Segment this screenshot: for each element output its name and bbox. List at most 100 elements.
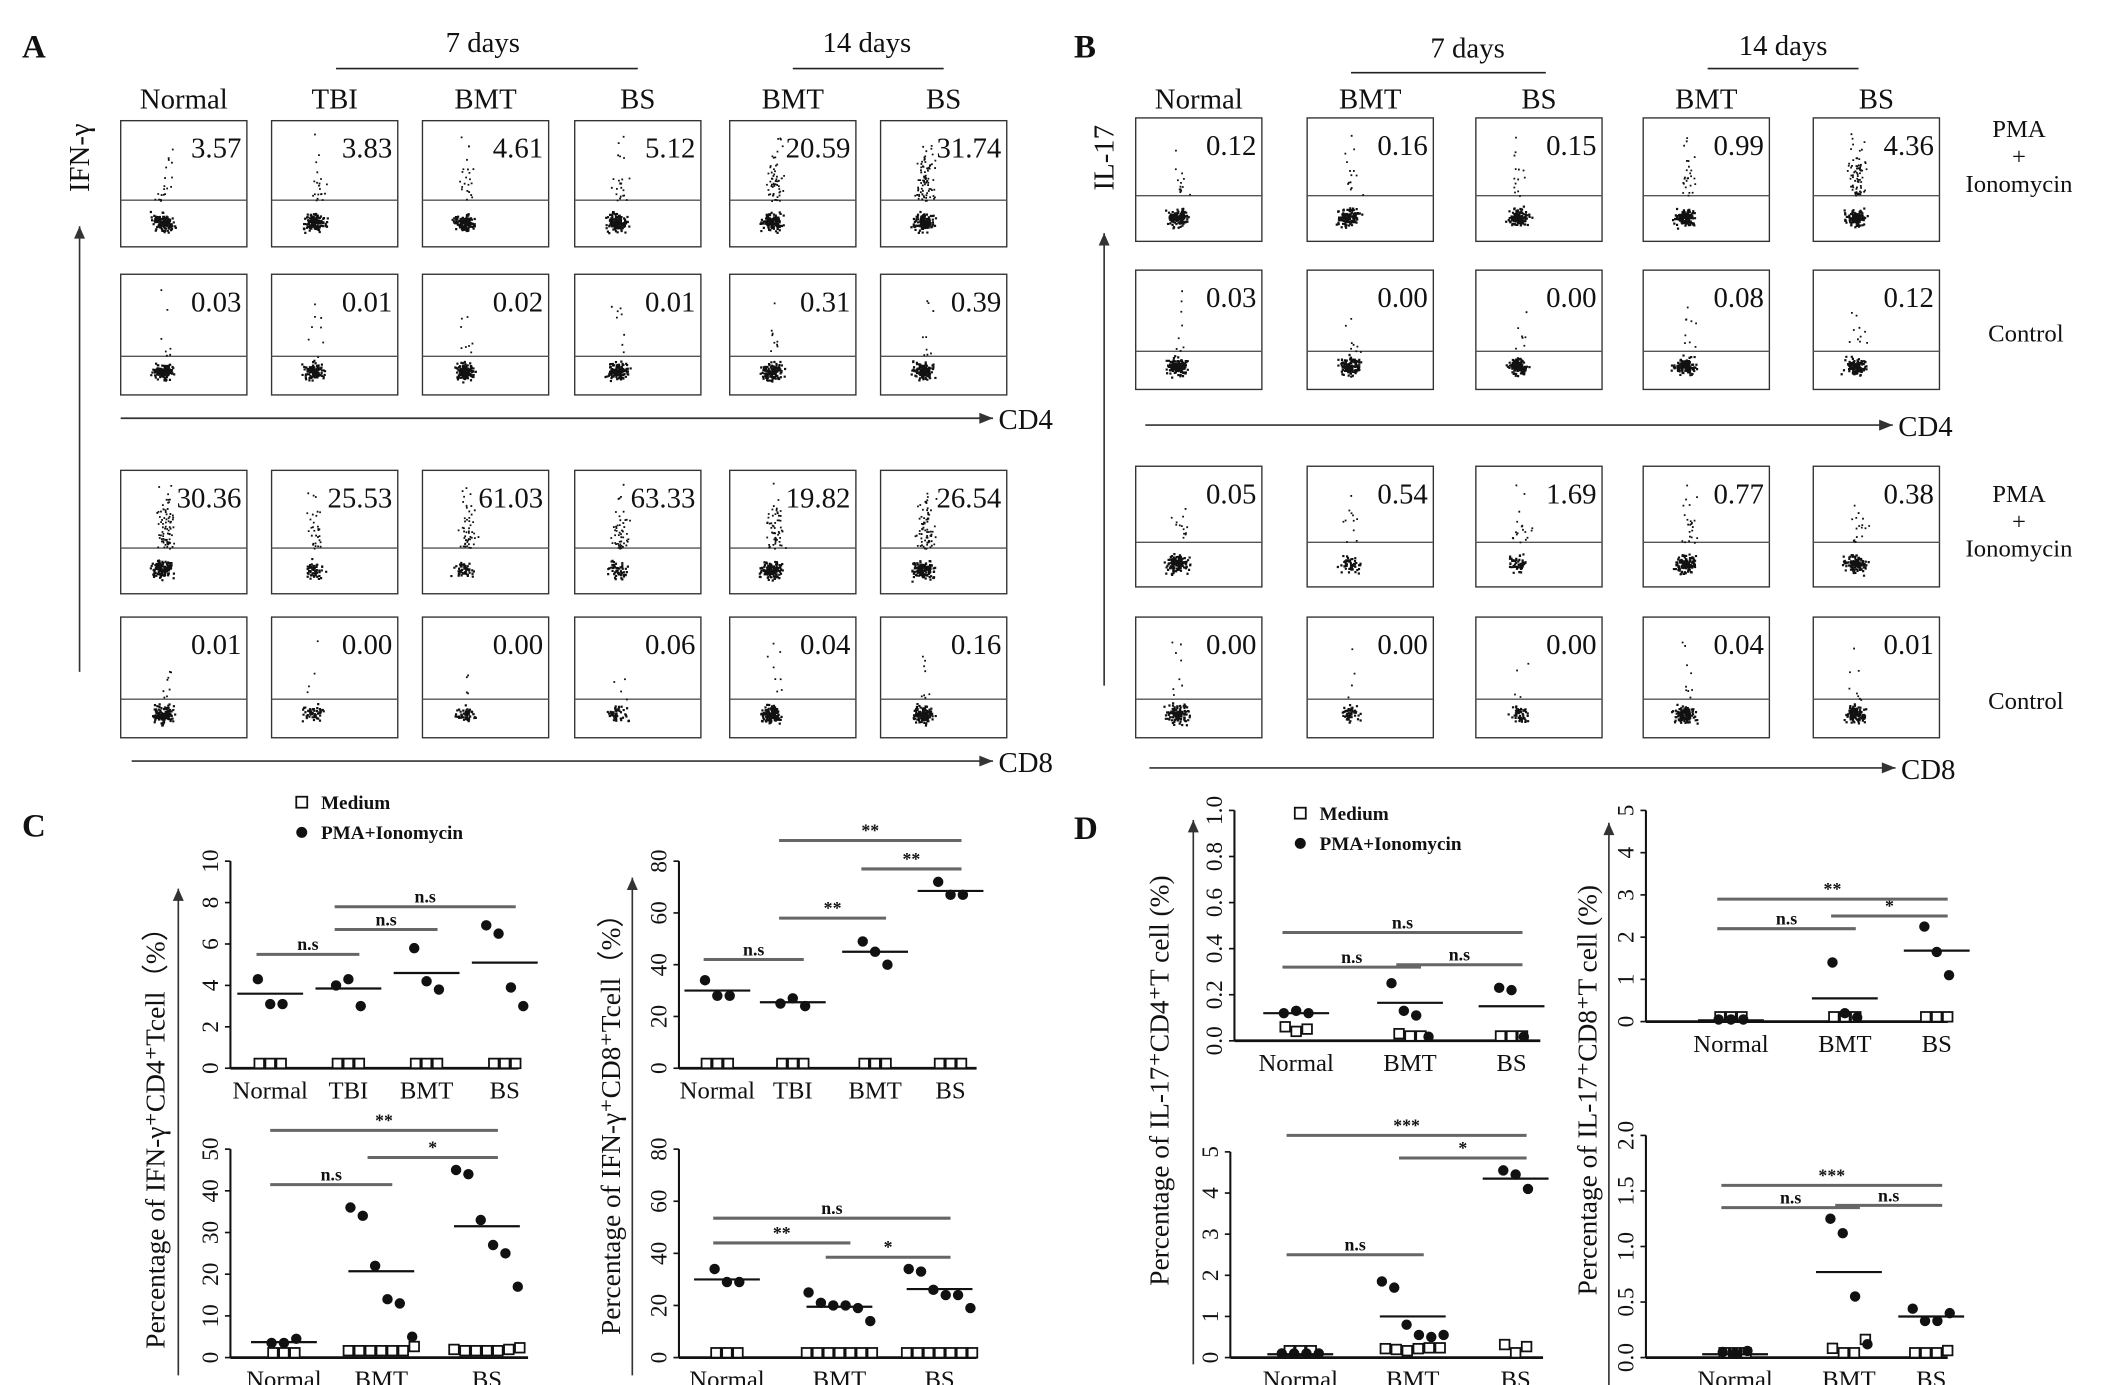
y-tick-label: 80 xyxy=(647,1137,673,1160)
row-label-plus: + xyxy=(2012,508,2026,535)
gate-percentage: 0.01 xyxy=(342,286,392,318)
flow-plot-frame xyxy=(1306,465,1435,588)
flow-plot: 0.00 xyxy=(1135,616,1263,739)
pma-ionomycin-point xyxy=(1919,1315,1931,1327)
legend-dot-icon xyxy=(1294,837,1306,849)
event-dots xyxy=(150,289,176,382)
pma-ionomycin-point xyxy=(1837,1227,1848,1239)
panel-C-labels: C Medium PMA+Ionomycin Percentage of IFN-γ⁺… xyxy=(22,793,638,1376)
flow-plot: 63.33 xyxy=(574,469,702,595)
y-tick-label: 20 xyxy=(647,1005,673,1028)
arrow-head-icon xyxy=(1603,822,1615,836)
flow-plot-frame xyxy=(879,119,1008,248)
x-tick-label: Normal xyxy=(1693,1031,1769,1058)
gate-percentage: 26.54 xyxy=(936,482,1001,514)
pma-ionomycin-point xyxy=(463,1168,474,1180)
pma-ionomycin-point xyxy=(357,1210,369,1222)
flow-plot: 4.36 xyxy=(1812,117,1941,243)
pma-ionomycin-point xyxy=(1907,1303,1918,1314)
significance-label: n.s xyxy=(321,1164,342,1184)
row-label-stim: PMA xyxy=(1992,481,2046,508)
pma-ionomycin-point xyxy=(252,973,264,985)
flow-plot: 0.39 xyxy=(879,273,1008,396)
flow-plot-frame xyxy=(120,273,248,396)
flow-plot-frame xyxy=(729,119,857,248)
y-tick-label: 50 xyxy=(198,1137,224,1160)
event-dots xyxy=(302,133,329,234)
medium-point xyxy=(375,1344,388,1357)
flow-plot: 0.00 xyxy=(1306,616,1435,739)
significance-label: *** xyxy=(1818,1165,1845,1185)
y-tick-label: 0.5 xyxy=(1614,1287,1640,1316)
gate-percentage: 0.12 xyxy=(1884,282,1934,314)
flow-plot: 3.83 xyxy=(270,119,399,248)
medium-point xyxy=(833,1347,846,1359)
medium-point xyxy=(933,1347,946,1359)
medium-point xyxy=(1404,1030,1416,1042)
pma-ionomycin-point xyxy=(865,1315,876,1327)
arrow-head-icon xyxy=(1098,233,1110,246)
pma-ionomycin-point xyxy=(1290,1005,1302,1017)
pma-ionomycin-point xyxy=(952,1289,964,1301)
significance-label: n.s xyxy=(1776,909,1797,929)
flow-plot-frame xyxy=(270,616,399,739)
flow-plot: 5.12 xyxy=(574,119,702,248)
row-label-control: Control xyxy=(1988,320,2064,347)
pma-ionomycin-point xyxy=(1827,957,1838,968)
medium-point xyxy=(811,1347,824,1359)
x-tick-label: Normal xyxy=(1263,1367,1339,1385)
x-tick-label: BMT xyxy=(1818,1031,1871,1058)
y-tick-label: 0.2 xyxy=(1202,980,1228,1009)
medium-point xyxy=(869,1057,881,1070)
flow-plot: 0.16 xyxy=(879,616,1008,739)
pma-ionomycin-point xyxy=(1825,1213,1836,1224)
timepoint-header: 14 days xyxy=(822,27,911,59)
event-dots xyxy=(1507,662,1530,723)
flow-plot: 0.01 xyxy=(270,273,399,396)
pma-ionomycin-point xyxy=(1401,1319,1412,1330)
pma-ionomycin-point xyxy=(882,959,893,970)
pma-ionomycin-point xyxy=(355,1000,366,1012)
event-dots xyxy=(1841,504,1871,577)
pma-ionomycin-point xyxy=(932,876,944,888)
flow-plot-frame xyxy=(729,273,857,396)
significance-label: ** xyxy=(903,849,921,869)
medium-point xyxy=(1828,1011,1840,1023)
y-tick-label: 0 xyxy=(1198,1352,1224,1364)
pma-ionomycin-point xyxy=(433,984,445,995)
x-tick-label: BS xyxy=(935,1077,965,1104)
flow-plot-frame xyxy=(879,469,1008,595)
gate-percentage: 0.31 xyxy=(800,286,850,318)
medium-point xyxy=(408,1340,420,1353)
x-tick-label: Normal xyxy=(1258,1050,1334,1077)
gate-percentage: 0.99 xyxy=(1713,130,1763,162)
medium-point xyxy=(1509,1347,1522,1359)
column-label: TBI xyxy=(311,83,357,115)
medium-point xyxy=(1434,1342,1446,1354)
flow-plot-frame xyxy=(421,119,550,248)
event-dots xyxy=(1671,137,1697,230)
flow-plot: 0.54 xyxy=(1306,465,1435,588)
pma-ionomycin-point xyxy=(815,1297,827,1309)
medium-point xyxy=(510,1057,522,1070)
medium-point xyxy=(1423,1342,1435,1354)
column-label: BMT xyxy=(762,83,825,115)
flow-plot-frame xyxy=(729,469,857,595)
medium-point xyxy=(1279,1021,1291,1033)
flow-plot-frame xyxy=(574,273,702,396)
flow-plot: 0.00 xyxy=(1475,616,1603,739)
flow-plot-frame xyxy=(120,119,248,248)
pma-ionomycin-point xyxy=(903,1263,914,1275)
medium-point xyxy=(711,1057,724,1070)
gate-percentage: 0.39 xyxy=(951,286,1001,318)
flow-plot: 20.59 xyxy=(729,119,857,248)
event-dots xyxy=(1341,648,1362,724)
flow-plot: 0.05 xyxy=(1135,465,1263,588)
panel-B-flow: B 7 days 14 days Normal BMT BS BMT BS 0.12 0.16 0.… xyxy=(1074,30,2073,786)
y-tick-label: 2.0 xyxy=(1614,1121,1640,1150)
y-tick-label: 0 xyxy=(198,1352,224,1364)
medium-point xyxy=(1848,1347,1861,1359)
y-tick-label: 0.8 xyxy=(1202,842,1228,871)
legend-square-icon xyxy=(1293,806,1307,820)
event-dots xyxy=(1505,311,1531,378)
